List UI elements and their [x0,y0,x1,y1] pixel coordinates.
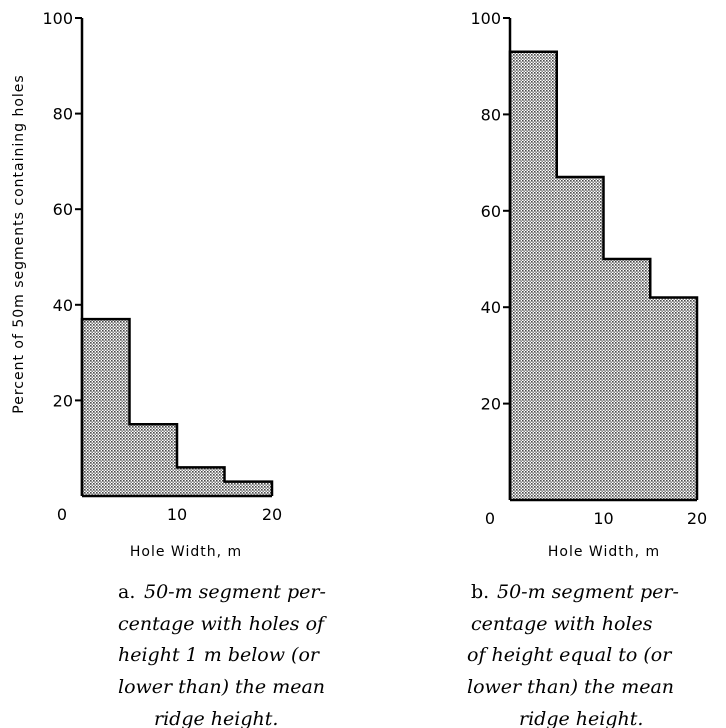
x-tick-label: 0 [485,509,495,528]
caption-line-1: 50-m segment per- [497,581,679,603]
x-axis-label: Hole Width, m [130,544,242,560]
y-tick-label: 20 [481,395,501,414]
y-tick-label: 100 [42,9,73,28]
bar-group [508,50,699,501]
histogram-a: 20 40 60 80 100 0 10 20 Percent of 50m segments… [11,9,327,728]
bar-outline [80,317,274,496]
caption-line-4: lower than) the mean [467,676,674,698]
bar [603,259,651,500]
caption-line-1: 50-m segment per- [144,581,326,603]
bar [650,297,697,500]
bar-group [80,317,274,496]
caption-line-2: centage with holes of [118,613,327,635]
axes: 20 40 60 80 100 0 10 20 [470,9,707,528]
caption-line-5: ridge height. [519,708,643,728]
bar-outline [508,50,699,500]
y-tick-label: 40 [53,296,73,315]
y-axis-label: Percent of 50m segments containing holes [11,74,27,413]
y-tick-label: 60 [53,200,73,219]
bar [556,177,604,500]
caption-b: b. 50-m segment per- centage with holes … [467,581,679,728]
bar [82,319,130,496]
y-tick-label: 40 [481,298,501,317]
x-tick-label: 10 [593,509,613,528]
y-tick-label: 20 [53,391,73,410]
y-tick-label: 80 [481,105,501,124]
x-tick-label: 20 [262,505,282,524]
x-axis-label: Hole Width, m [548,544,660,560]
x-tick-label: 0 [57,505,67,524]
bar [129,424,177,496]
caption-line-2: centage with holes [471,613,653,635]
y-tick-label: 80 [53,105,73,124]
caption-line-4: lower than) the mean [118,676,325,698]
caption-label: b. [471,581,489,603]
caption-label: a. [118,581,135,603]
caption-line-5: ridge height. [154,708,278,728]
x-tick-label: 10 [167,505,187,524]
y-tick-label: 60 [481,202,501,221]
x-tick-label: 20 [687,509,707,528]
bar [510,51,557,501]
axes: 20 40 60 80 100 0 10 20 [42,9,282,524]
bar [177,467,225,496]
caption-a: a. 50-m segment per- centage with holes … [118,581,327,728]
caption-line-3: height 1 m below (or [118,644,321,666]
y-tick-label: 100 [470,9,501,28]
bar [224,481,272,496]
histogram-b: 20 40 60 80 100 0 10 20 Hole Width, m b. 50-m s… [467,9,707,728]
caption-line-3: of height equal to (or [467,644,673,666]
